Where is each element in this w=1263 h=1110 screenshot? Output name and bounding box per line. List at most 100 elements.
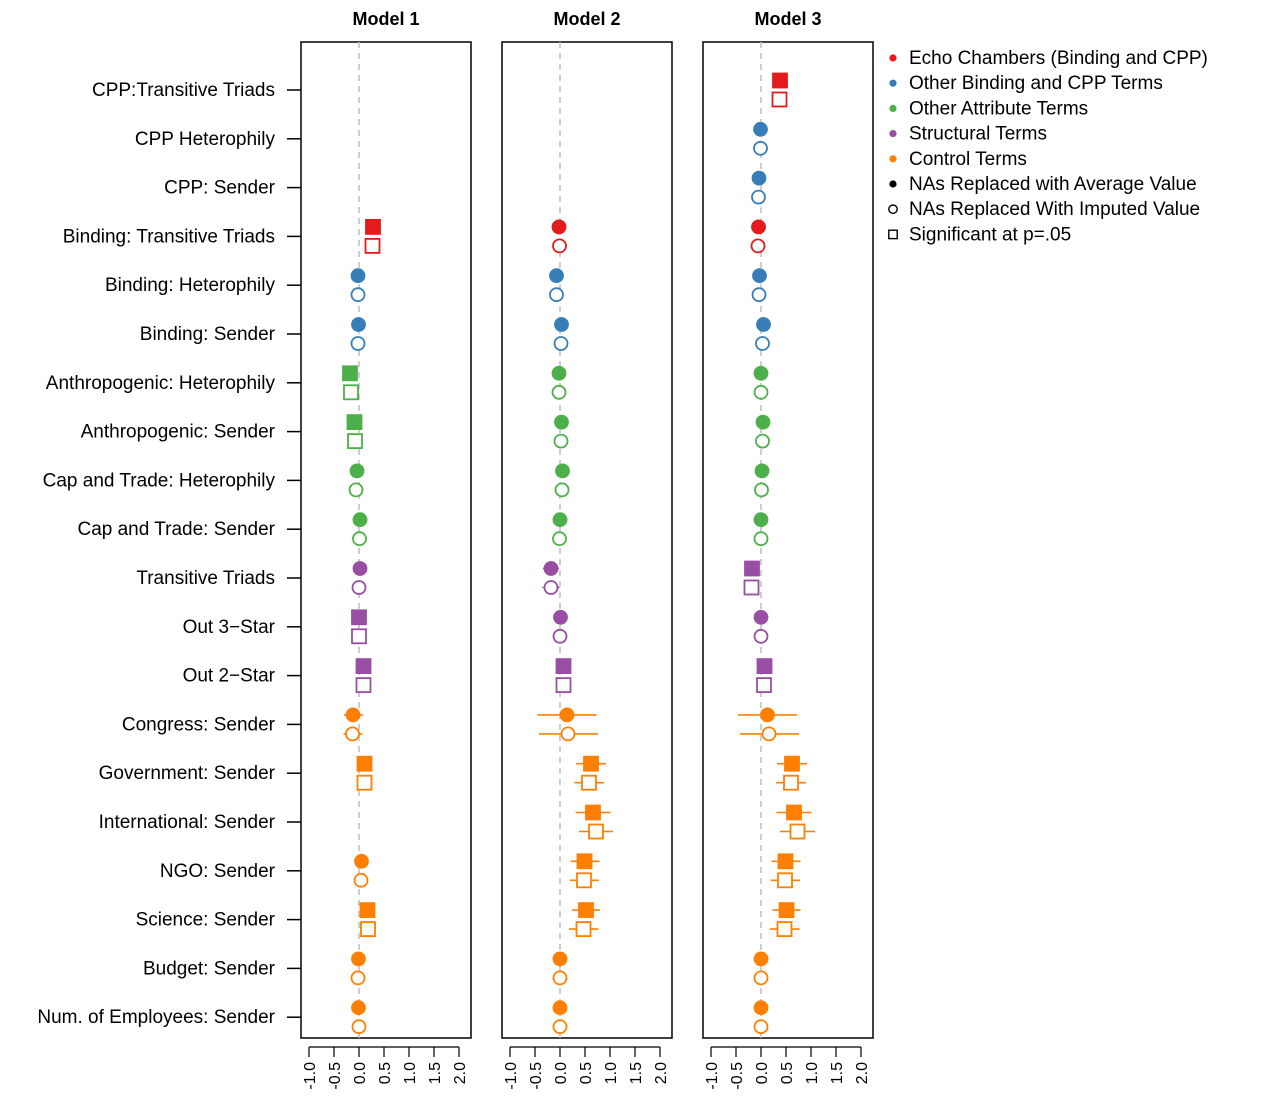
point-square-cpp-transitive-triads-imputed: [771, 91, 788, 108]
point-circle-anthropogenic-sender-average: [755, 414, 771, 430]
term-label-num-of-employees-sender: Num. of Employees: Sender: [37, 1007, 275, 1028]
legend-echo-chambers-binding-and-cpp-symbol: [889, 54, 897, 62]
term-label-science-sender: Science: Sender: [136, 910, 276, 931]
point-circle-cap-and-trade-sender-imputed: [753, 531, 769, 547]
point-circle-binding-sender-average: [554, 317, 569, 332]
point-circle-num-of-employees-sender-average: [351, 1000, 366, 1016]
term-label-budget-sender: Budget: Sender: [143, 958, 276, 979]
point-circle-num-of-employees-sender-average: [753, 1000, 769, 1016]
point-circle-binding-transitive-triads-imputed: [552, 238, 567, 254]
x-tick-label: 0.5: [578, 1062, 595, 1084]
panel-frame-model-3: [702, 41, 874, 1039]
point-square-international-sender-imputed: [588, 823, 604, 840]
point-square-international-sender-imputed: [789, 823, 806, 840]
point-circle-transitive-triads-imputed: [351, 580, 367, 595]
x-tick-label: -0.5: [729, 1062, 746, 1090]
term-label-transitive-triads: Transitive Triads: [136, 568, 275, 589]
panel-title-model-3: Model 3: [754, 9, 821, 29]
term-label-binding-sender: Binding: Sender: [140, 324, 276, 345]
legend-structural-terms-symbol: [889, 130, 897, 138]
point-circle-cpp-sender-average: [751, 170, 767, 186]
point-circle-cap-and-trade-heterophily-imputed: [348, 482, 364, 498]
point-square-science-sender-average: [778, 902, 795, 918]
point-circle-binding-heterophily-average: [350, 268, 366, 284]
point-circle-num-of-employees-sender-average: [552, 1000, 568, 1016]
point-circle-binding-heterophily-imputed: [350, 287, 366, 303]
x-tick-label: 2.0: [854, 1062, 871, 1084]
point-square-out-2-star-imputed: [355, 677, 372, 693]
point-square-government-sender-imputed: [783, 774, 799, 791]
x-tick-label: -1.0: [704, 1062, 721, 1090]
point-square-binding-transitive-triads-imputed: [364, 237, 381, 254]
point-circle-cap-and-trade-sender-imputed: [552, 531, 567, 547]
point-circle-cpp-sender-imputed: [751, 189, 766, 205]
x-tick-label: 2.0: [452, 1062, 469, 1084]
x-tick-label: 0.0: [553, 1062, 570, 1084]
point-circle-binding-transitive-triads-imputed: [750, 238, 766, 254]
point-circle-anthropogenic-sender-imputed: [553, 433, 569, 449]
term-label-congress-sender: Congress: Sender: [122, 714, 276, 735]
point-circle-budget-sender-average: [753, 951, 769, 967]
point-square-ngo-sender-average: [777, 853, 794, 870]
point-circle-cpp-heterophily-imputed: [753, 140, 768, 156]
point-circle-ngo-sender-imputed: [353, 872, 369, 888]
legend-other-binding-and-cpp-terms-label: Other Binding and CPP Terms: [909, 73, 1163, 94]
point-circle-transitive-triads-average: [543, 561, 559, 576]
x-tick-label: 1.0: [603, 1062, 620, 1084]
point-circle-cpp-heterophily-average: [753, 121, 768, 137]
legend-significant-at-p-05-label: Significant at p=.05: [909, 224, 1071, 245]
point-circle-transitive-triads-imputed: [543, 580, 559, 595]
point-square-government-sender-average: [583, 755, 599, 772]
legend-control-terms-label: Control Terms: [909, 149, 1027, 170]
point-circle-budget-sender-imputed: [350, 970, 366, 986]
x-tick-label: 0.5: [377, 1062, 394, 1084]
point-square-science-sender-average: [359, 902, 376, 918]
x-tick-label: -0.5: [327, 1062, 344, 1090]
point-circle-num-of-employees-sender-imputed: [552, 1019, 568, 1035]
point-square-cpp-transitive-triads-average: [772, 72, 788, 89]
point-circle-anthropogenic-sender-imputed: [755, 433, 770, 449]
legend-nas-replaced-with-average-value-label: NAs Replaced with Average Value: [909, 174, 1197, 195]
legend-nas-replaced-with-average-value-symbol: [889, 180, 897, 188]
legend-nas-replaced-with-imputed-value-label: NAs Replaced With Imputed Value: [909, 199, 1200, 220]
point-square-ngo-sender-imputed: [777, 872, 793, 889]
term-label-anthropogenic-heterophily: Anthropogenic: Heterophily: [46, 373, 276, 394]
point-circle-transitive-triads-average: [352, 561, 368, 576]
point-circle-out-3-star-average: [753, 609, 769, 625]
panel-frame-model-1: [300, 41, 472, 1039]
point-circle-cap-and-trade-heterophily-average: [349, 463, 365, 479]
term-label-out-2-star: Out 2−Star: [183, 666, 276, 687]
panel-title-model-2: Model 2: [553, 9, 620, 29]
legend-structural-terms-label: Structural Terms: [909, 124, 1047, 145]
point-circle-binding-transitive-triads-average: [551, 219, 567, 235]
legend-other-attribute-terms-symbol: [889, 104, 897, 112]
x-tick-label: 0.0: [754, 1062, 771, 1084]
point-circle-congress-sender-imputed: [761, 726, 777, 742]
point-circle-out-3-star-imputed: [552, 628, 568, 644]
point-circle-anthropogenic-heterophily-average: [753, 365, 769, 381]
point-circle-anthropogenic-heterophily-imputed: [753, 384, 769, 400]
point-circle-anthropogenic-heterophily-average: [551, 365, 567, 381]
term-label-out-3-star: Out 3−Star: [183, 617, 276, 638]
point-square-international-sender-average: [585, 804, 601, 821]
panel-title-model-1: Model 1: [352, 9, 419, 29]
point-circle-num-of-employees-sender-imputed: [753, 1019, 769, 1035]
x-tick-label: 1.0: [402, 1062, 419, 1084]
point-square-out-3-star-average: [351, 609, 367, 626]
point-circle-binding-heterophily-average: [549, 268, 564, 284]
term-label-cpp-transitive-triads: CPP:Transitive Triads: [92, 80, 275, 101]
point-circle-binding-sender-average: [351, 317, 366, 332]
point-square-out-2-star-imputed: [555, 677, 572, 693]
point-square-science-sender-imputed: [575, 921, 592, 937]
term-label-international-sender: International: Sender: [99, 812, 276, 833]
point-square-binding-transitive-triads-average: [365, 218, 381, 235]
point-circle-binding-sender-average: [756, 317, 771, 332]
point-circle-num-of-employees-sender-imputed: [351, 1019, 367, 1035]
point-square-international-sender-average: [786, 804, 802, 821]
point-circle-cap-and-trade-sender-average: [552, 512, 568, 528]
point-circle-anthropogenic-heterophily-imputed: [551, 384, 567, 400]
point-circle-congress-sender-imputed: [560, 726, 576, 742]
point-circle-binding-sender-imputed: [755, 336, 770, 351]
term-label-binding-transitive-triads: Binding: Transitive Triads: [63, 226, 275, 247]
point-circle-budget-sender-average: [552, 951, 568, 967]
